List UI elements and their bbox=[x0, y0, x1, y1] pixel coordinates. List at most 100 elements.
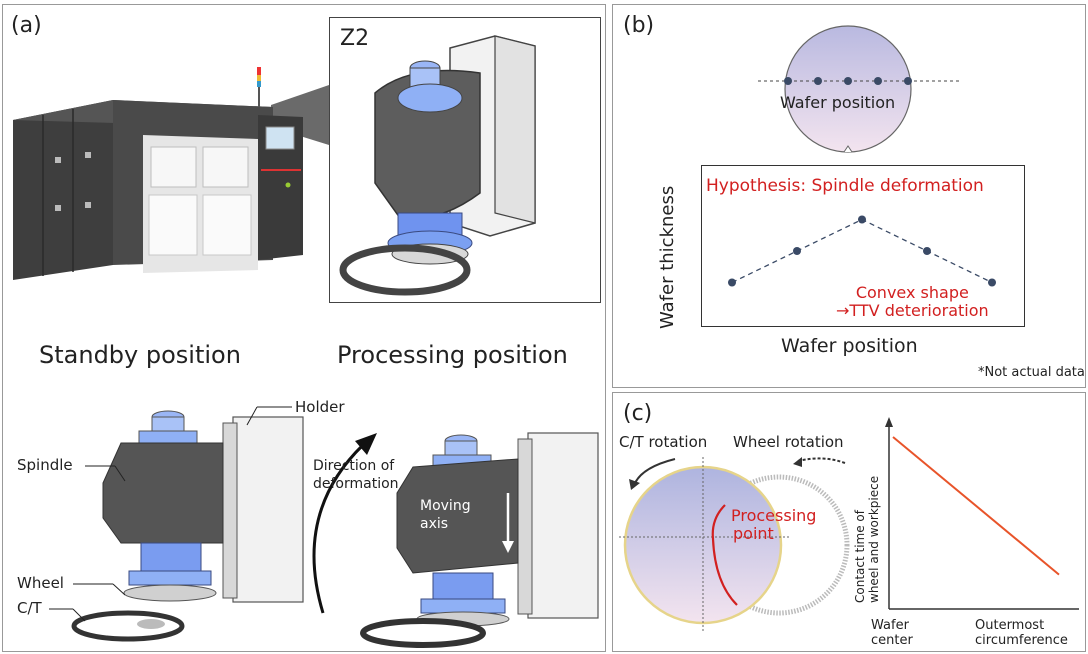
panel-b-label: (b) bbox=[623, 13, 655, 38]
bay-window bbox=[150, 146, 197, 188]
not-actual-data-note: *Not actual data bbox=[978, 365, 1085, 380]
moving-axis-arrow-head bbox=[502, 541, 514, 553]
wheel-rotation-arrow bbox=[797, 457, 846, 464]
ct-leader bbox=[72, 608, 86, 622]
wafer-point bbox=[874, 77, 882, 85]
cabinet-handle bbox=[85, 202, 91, 208]
thickness-point bbox=[858, 215, 866, 224]
spindle-leader bbox=[114, 465, 126, 482]
spindle-collar bbox=[397, 83, 463, 113]
signal-tower-blue bbox=[257, 81, 261, 87]
processing-point-line1: Processing bbox=[731, 506, 817, 525]
deformation-arrow-head bbox=[355, 433, 377, 455]
ct-rotation-label: C/T rotation bbox=[619, 433, 708, 451]
contact-ylabel-line2: wheel and workpiece bbox=[867, 475, 881, 603]
direction-label-line1: Direction of bbox=[313, 458, 395, 474]
chuck-table-shadow bbox=[137, 619, 165, 629]
processing-position-illustration bbox=[312, 432, 599, 648]
machine-left-body bbox=[13, 100, 113, 280]
holder-side bbox=[494, 35, 536, 224]
spindle-housing bbox=[102, 442, 224, 544]
processing-point-label: Processing point bbox=[731, 507, 816, 543]
standby-caption: Standby position bbox=[39, 341, 241, 369]
wafer-point bbox=[814, 77, 822, 85]
ct-rotation-arrow-head bbox=[629, 479, 640, 490]
contact-ylabel-line1: Contact time of bbox=[853, 510, 867, 603]
panel-c: (c) C/T rotation Wheel rotation Processi… bbox=[612, 392, 1086, 652]
cabinet-handle bbox=[85, 152, 91, 158]
x-start-line2: center bbox=[871, 633, 913, 648]
hypothesis-text: Hypothesis: Spindle deformation bbox=[706, 176, 984, 196]
ct-rotation-arrow bbox=[634, 458, 676, 484]
thickness-trend-line bbox=[731, 218, 993, 284]
standby-position-illustration bbox=[71, 410, 304, 642]
wheel-rotation-label: Wheel rotation bbox=[733, 433, 844, 451]
cassette bbox=[148, 194, 198, 256]
x-start-line1: Wafer bbox=[871, 618, 909, 633]
x-start-label: Wafer center bbox=[871, 618, 913, 648]
holder-leader bbox=[246, 406, 258, 426]
processing-point-line2: point bbox=[733, 524, 774, 543]
rotation-diagram bbox=[619, 457, 850, 633]
wheel-leader bbox=[112, 583, 126, 596]
panel-c-label: (c) bbox=[623, 401, 653, 426]
spindle-shaft bbox=[444, 440, 478, 456]
wheel-rotation-arrow-head bbox=[793, 457, 802, 467]
cabinet-handle bbox=[55, 205, 61, 211]
wafer-point bbox=[904, 77, 912, 85]
thickness-point bbox=[988, 278, 996, 287]
z2-spindle-illustration bbox=[339, 35, 536, 296]
wafer-disc bbox=[784, 25, 912, 153]
thickness-chart: Hypothesis: Spindle deformation Convex s… bbox=[701, 165, 1025, 327]
convex-annotation: Convex shape →TTV deterioration bbox=[836, 284, 989, 320]
holder-label: Holder bbox=[295, 398, 345, 416]
spindle-housing bbox=[396, 458, 519, 574]
thickness-ylabel: Wafer thickness bbox=[657, 185, 678, 329]
wafer-point bbox=[784, 77, 792, 85]
processing-caption: Processing position bbox=[337, 341, 568, 369]
contact-y-axis-head bbox=[885, 417, 893, 427]
wafer-point bbox=[844, 77, 852, 85]
x-end-label: Outermost circumference bbox=[975, 618, 1068, 648]
x-end-line1: Outermost bbox=[975, 618, 1045, 633]
cassette bbox=[202, 194, 252, 256]
grinder-machine-illustration bbox=[13, 67, 329, 280]
panel-a-label: (a) bbox=[11, 13, 42, 38]
holder bbox=[232, 416, 304, 603]
spindle-label: Spindle bbox=[17, 456, 73, 474]
signal-tower-red bbox=[257, 67, 261, 75]
spindle-lower bbox=[432, 572, 494, 600]
thickness-point bbox=[728, 278, 736, 287]
wafer-top-view bbox=[758, 25, 961, 153]
contact-time-line bbox=[892, 436, 1060, 576]
signal-tower-yellow bbox=[257, 75, 261, 81]
moving-axis-label-line1: Moving bbox=[420, 498, 471, 514]
holder bbox=[527, 432, 599, 619]
deformation-arrow bbox=[312, 443, 365, 614]
convex-line1: Convex shape bbox=[855, 283, 969, 302]
chuck-table-ring bbox=[339, 244, 471, 296]
ct-label: C/T bbox=[17, 599, 42, 617]
bay-window bbox=[202, 146, 249, 188]
holder-edge bbox=[517, 438, 533, 615]
panel-a: (a) Z2 bbox=[2, 4, 606, 652]
panel-b: (b) Wafer position Hypothesis: Spindle d… bbox=[612, 4, 1086, 388]
wheel-label: Wheel bbox=[17, 574, 64, 592]
moving-axis-label: Moving axis bbox=[420, 497, 471, 533]
contact-time-chart bbox=[885, 417, 1079, 610]
control-unit bbox=[258, 115, 303, 260]
direction-label: Direction of deformation bbox=[313, 457, 399, 493]
thickness-point bbox=[923, 247, 931, 255]
direction-label-line2: deformation bbox=[313, 476, 399, 492]
wafer-notch bbox=[843, 145, 853, 153]
thickness-point bbox=[793, 247, 801, 255]
moving-axis-label-line2: axis bbox=[420, 516, 449, 532]
chuck-table bbox=[360, 618, 486, 648]
spindle-lower bbox=[140, 542, 202, 572]
thickness-plot bbox=[728, 215, 996, 287]
standby-leader-lines bbox=[49, 406, 292, 622]
wafer-position-label: Wafer position bbox=[780, 93, 896, 112]
control-screen bbox=[265, 126, 295, 150]
processing-arc bbox=[711, 504, 738, 606]
x-end-line2: circumference bbox=[975, 633, 1068, 648]
